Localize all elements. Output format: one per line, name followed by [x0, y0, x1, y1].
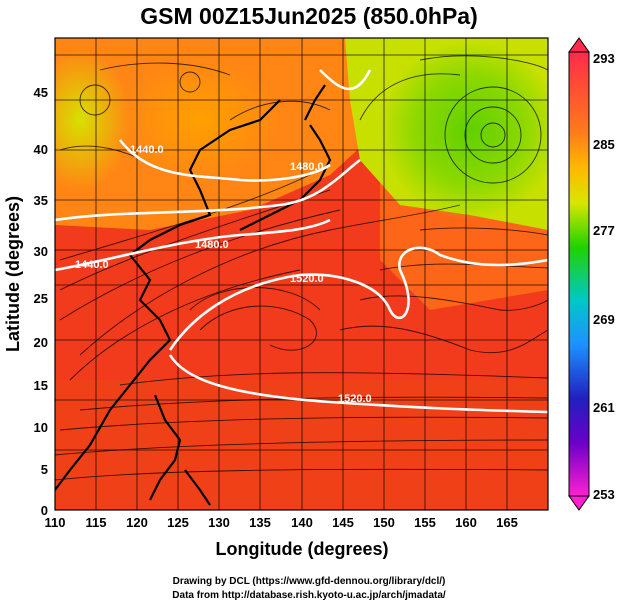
contour-label: 1440.0 [75, 259, 109, 271]
x-tick-label: 130 [208, 515, 230, 530]
colorbar-label: 253 [593, 487, 615, 502]
y-axis-title: Latitude (degrees) [3, 196, 23, 352]
y-tick-label: 15 [34, 378, 48, 393]
colorbar-label: 285 [593, 137, 615, 152]
x-tick-label: 160 [455, 515, 477, 530]
y-tick-label: 20 [34, 335, 48, 350]
y-tick-label: 5 [41, 462, 48, 477]
contour-label: 1480.0 [195, 239, 229, 251]
colorbar-label: 277 [593, 223, 615, 238]
x-tick-label: 125 [167, 515, 189, 530]
height-contours [55, 69, 548, 414]
cold-low-core [380, 40, 548, 220]
colorbar-label: 293 [593, 51, 615, 66]
x-tick-label: 120 [126, 515, 148, 530]
y-tick-label: 10 [34, 420, 48, 435]
x-axis-ticks: 110 115 120 125 130 135 140 145 150 155 … [45, 515, 518, 530]
data-credit: Data from http://database.rish.kyoto-u.a… [172, 590, 446, 601]
contour-label: 1520.0 [290, 273, 324, 285]
wind-streamlines [55, 55, 548, 481]
x-tick-label: 135 [249, 515, 271, 530]
y-tick-label: 25 [34, 291, 48, 306]
colorbar-label: 261 [593, 400, 615, 415]
colorbar-label: 269 [593, 312, 615, 327]
x-tick-label: 150 [373, 515, 395, 530]
contour-label: 1480.0 [290, 161, 324, 173]
colorbar: 293 285 277 269 261 253 [568, 37, 615, 511]
x-tick-label: 165 [496, 515, 518, 530]
graticule [55, 38, 548, 510]
map-plot-area: 1440.0 1480.0 1440.0 1480.0 1520.0 1520.… [55, 38, 548, 510]
y-tick-label: 0 [41, 503, 48, 518]
colorbar-top-arrow [568, 37, 590, 53]
y-tick-label: 35 [34, 193, 48, 208]
y-axis-ticks: 0 5 10 15 20 25 30 35 40 45 [34, 85, 48, 518]
x-tick-label: 140 [291, 515, 313, 530]
x-tick-label: 155 [414, 515, 436, 530]
drawing-credit: Drawing by DCL (https://www.gfd-dennou.o… [173, 576, 446, 587]
plot-frame [54, 37, 549, 511]
y-tick-label: 30 [34, 244, 48, 259]
x-tick-label: 110 [45, 515, 66, 530]
colorbar-bottom-arrow [568, 495, 590, 511]
x-tick-label: 145 [332, 515, 354, 530]
map-title: GSM 00Z15Jun2025 (850.0hPa) [140, 3, 478, 29]
north-west-cool-region [55, 50, 130, 190]
colorbar-scale [568, 51, 590, 497]
contour-label: 1440.0 [130, 144, 164, 156]
x-tick-label: 115 [86, 515, 107, 530]
x-axis-title: Longitude (degrees) [215, 539, 388, 559]
y-tick-label: 40 [34, 142, 48, 157]
coastlines [55, 84, 332, 506]
y-tick-label: 45 [34, 85, 48, 100]
contour-label: 1520.0 [338, 393, 372, 405]
